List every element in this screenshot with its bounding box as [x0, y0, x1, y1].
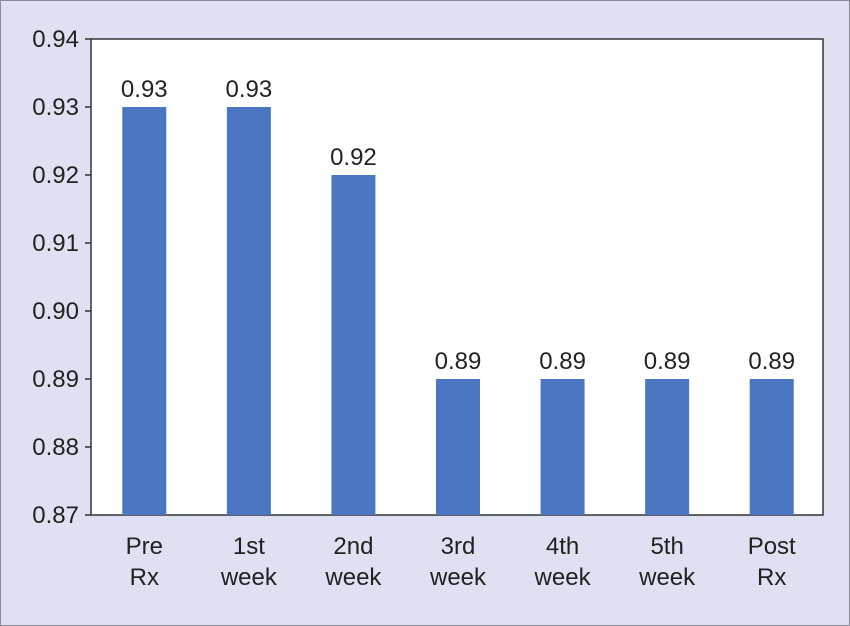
bar [331, 175, 376, 515]
x-category-label: Rx [130, 564, 159, 591]
bar-series: 0.93 0.93 0.92 0.89 0.89 0.89 0.89 [121, 76, 795, 515]
x-axis: Pre Rx 1st week 2nd week 3rd week 4th week 5th week… [126, 533, 796, 591]
bar [540, 379, 585, 515]
y-tick-label: 0.88 [32, 434, 79, 461]
bar [749, 379, 794, 515]
x-category-label: week [220, 564, 278, 591]
x-category-label: 1st [233, 533, 265, 560]
bar [645, 379, 690, 515]
y-tick-label: 0.93 [32, 94, 79, 121]
y-tick-label: 0.89 [32, 366, 79, 393]
bar-value-label: 0.89 [539, 348, 586, 375]
x-category-label: week [534, 564, 592, 591]
y-tick-label: 0.91 [32, 230, 79, 257]
y-axis: 0.87 0.88 0.89 0.90 0.91 0.92 0.93 0.94 [32, 26, 91, 529]
x-category-label: Rx [757, 564, 786, 591]
bar-value-label: 0.89 [644, 348, 691, 375]
y-tick-label: 0.92 [32, 162, 79, 189]
bar-value-label: 0.93 [225, 76, 272, 103]
y-tick-label: 0.87 [32, 502, 79, 529]
x-category-label: week [429, 564, 487, 591]
bar [226, 107, 271, 515]
y-tick-label: 0.90 [32, 298, 79, 325]
bar-value-label: 0.92 [330, 144, 377, 171]
x-category-label: 2nd [333, 533, 373, 560]
y-tick-label: 0.94 [32, 26, 79, 53]
bar [122, 107, 167, 515]
x-category-label: week [638, 564, 696, 591]
x-category-label: 4th [546, 533, 579, 560]
bar-value-label: 0.89 [748, 348, 795, 375]
x-category-label: Post [748, 533, 796, 560]
bar-value-label: 0.93 [121, 76, 168, 103]
x-category-label: Pre [126, 533, 163, 560]
x-category-label: 5th [650, 533, 683, 560]
x-category-label: week [324, 564, 382, 591]
bar [436, 379, 480, 515]
bar-value-label: 0.89 [435, 348, 482, 375]
x-category-label: 3rd [441, 533, 476, 560]
